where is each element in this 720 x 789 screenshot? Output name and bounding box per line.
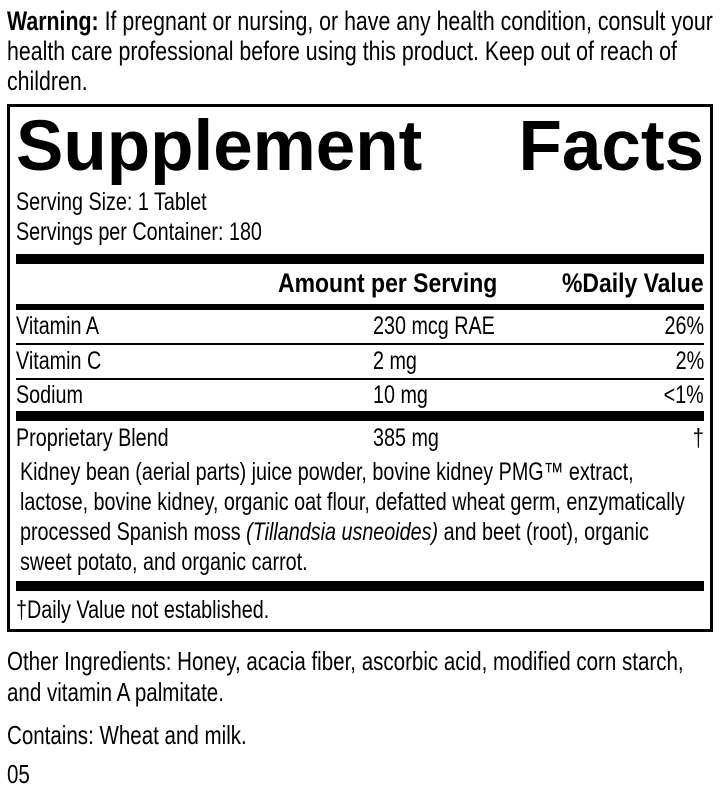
panel-title-word2: Facts xyxy=(518,107,704,186)
supplement-facts-panel: Supplement Facts Serving Size: 1 Tablet … xyxy=(7,104,713,632)
other-ingredients: Other Ingredients: Honey, acacia fiber, … xyxy=(7,646,684,707)
divider-bar xyxy=(16,581,704,591)
contains-statement: Contains: Wheat and milk. xyxy=(7,720,247,750)
blend-latin-name: (Tillandsia usneoides) xyxy=(246,518,439,546)
serving-size: Serving Size: 1 Tablet xyxy=(16,188,207,216)
nutrient-name: Vitamin A xyxy=(16,311,100,340)
table-row: Vitamin C 2 mg 2% xyxy=(16,345,704,380)
daily-value-header: %Daily Value xyxy=(562,268,704,298)
blend-dv-dagger: † xyxy=(693,423,704,452)
nutrient-amount: 10 mg xyxy=(373,380,428,409)
footer-code: 05 xyxy=(7,759,30,789)
amount-per-serving-header: Amount per Serving xyxy=(278,268,498,298)
nutrient-name: Vitamin C xyxy=(16,346,102,375)
blend-description: Kidney bean (aerial parts) juice powder,… xyxy=(20,457,704,577)
warning-body: If pregnant or nursing, or have any heal… xyxy=(7,6,713,96)
warning-lead: Warning: xyxy=(7,6,99,36)
nutrient-dv: 26% xyxy=(664,311,704,340)
table-row: Sodium 10 mg <1% xyxy=(16,380,704,411)
table-header-row: Amount per Serving %Daily Value xyxy=(16,264,704,310)
blend-name: Proprietary Blend xyxy=(16,423,169,452)
blend-description-text: Kidney bean (aerial parts) juice powder,… xyxy=(20,458,685,546)
table-row: Vitamin A 230 mcg RAE 26% xyxy=(16,310,704,345)
divider-bar xyxy=(16,411,704,421)
panel-title: Supplement Facts xyxy=(16,111,704,183)
nutrient-dv: <1% xyxy=(663,380,704,409)
nutrient-amount: 2 mg xyxy=(373,346,417,375)
nutrient-amount: 230 mcg RAE xyxy=(373,311,495,340)
divider-bar xyxy=(16,254,704,264)
proprietary-blend-row: Proprietary Blend 385 mg † xyxy=(16,421,704,457)
nutrient-dv: 2% xyxy=(675,346,704,375)
servings-per-container: Servings per Container: 180 xyxy=(16,218,262,246)
warning-text: Warning: If pregnant or nursing, or have… xyxy=(7,6,713,96)
nutrient-name: Sodium xyxy=(16,380,83,409)
daily-value-footnote: †Daily Value not established. xyxy=(16,596,270,624)
panel-title-word1: Supplement xyxy=(16,107,423,186)
blend-amount: 385 mg xyxy=(373,423,439,452)
blend-description-text-end: and beet (root), organic sweet potato, a… xyxy=(20,518,649,576)
